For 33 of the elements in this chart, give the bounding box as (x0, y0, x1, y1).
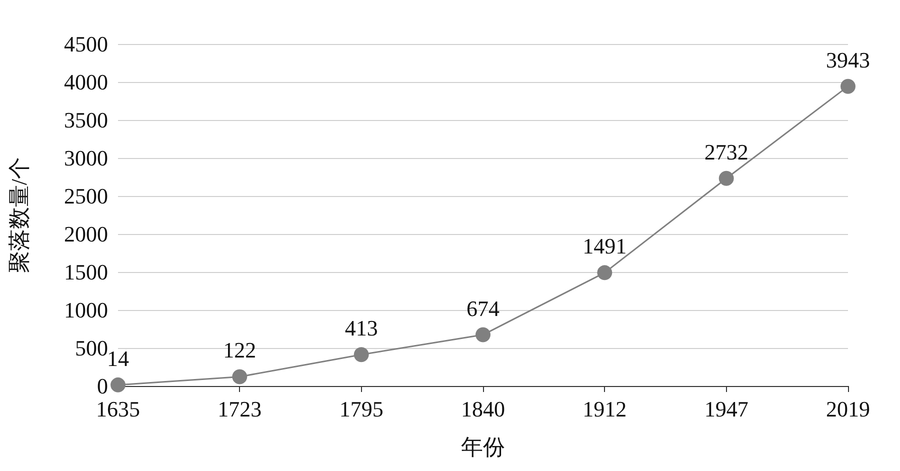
y-tick-label: 4000 (64, 70, 108, 94)
x-tick-label: 2019 (826, 396, 870, 422)
x-tick-label: 1947 (704, 396, 748, 422)
x-tick-label: 1723 (218, 396, 262, 422)
point (354, 347, 369, 362)
data-label: 3943 (826, 47, 870, 72)
x-axis-title: 年份 (461, 434, 505, 460)
data-label: 413 (344, 316, 378, 341)
point (840, 78, 856, 94)
data-label: 674 (466, 296, 500, 321)
point (718, 170, 734, 186)
data-label: 1491 (582, 234, 627, 259)
y-tick-label: 1000 (64, 298, 108, 322)
y-tick-label: 4500 (64, 32, 108, 56)
x-tick-label: 1795 (339, 396, 384, 422)
y-tick-label: 3000 (64, 146, 108, 170)
data-label: 2732 (704, 139, 748, 164)
data-label: 122 (223, 338, 256, 363)
data-label: 14 (107, 346, 129, 371)
y-tick-label: 2000 (64, 222, 108, 246)
point (110, 377, 126, 392)
point (476, 327, 490, 342)
y-tick-label: 0 (97, 374, 108, 398)
y-tick-label: 1500 (64, 260, 108, 284)
x-tick-label: 1635 (96, 396, 140, 422)
x-tick-label: 1912 (582, 396, 627, 422)
y-tick-label: 3500 (64, 108, 108, 132)
y-axis-title: 聚落数量/个 (6, 156, 32, 274)
x-tick-label: 1840 (461, 396, 505, 422)
y-tick-label: 2500 (64, 184, 108, 208)
y-tick-label: 500 (75, 336, 108, 360)
point (597, 265, 612, 280)
point (232, 369, 248, 384)
